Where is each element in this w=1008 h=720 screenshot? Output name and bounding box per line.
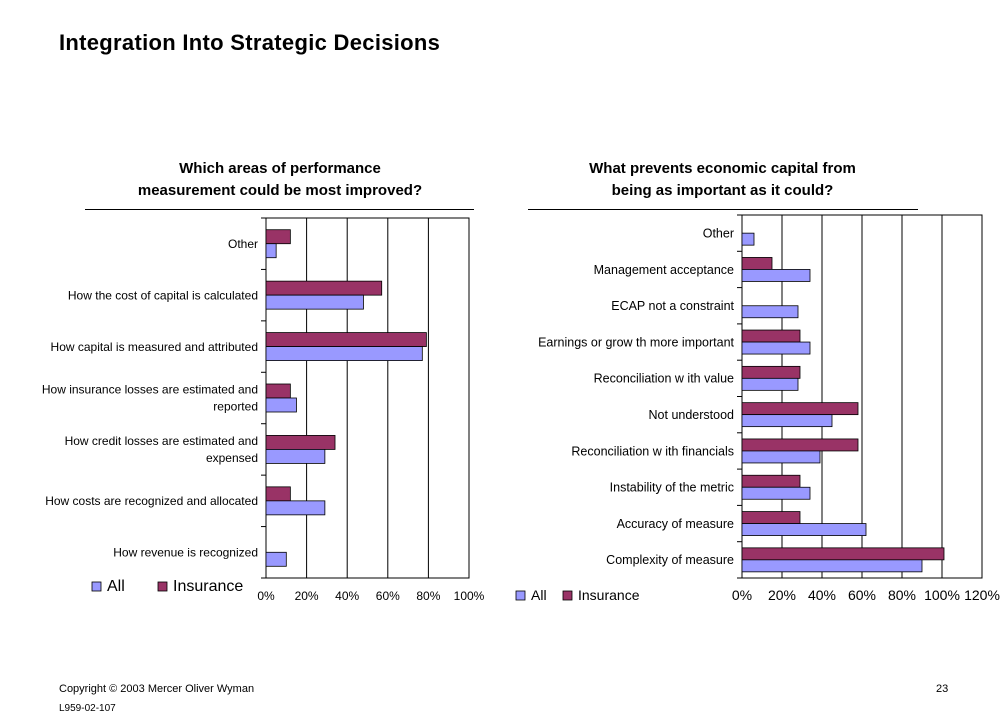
right-chart-category-label: Other bbox=[703, 227, 734, 241]
right-chart-bar-insurance bbox=[741, 474, 801, 488]
right-chart-x-tick-label: 120% bbox=[964, 587, 1000, 603]
left-chart-bar-insurance bbox=[265, 280, 383, 296]
right-chart-bar-all bbox=[741, 559, 923, 573]
right-chart-x-tick-label: 80% bbox=[888, 587, 916, 603]
right-chart-question: What prevents economic capital from bein… bbox=[500, 158, 945, 202]
right-chart-bar-all bbox=[741, 269, 811, 282]
left-chart-category-label: How costs are recognized and allocated bbox=[45, 494, 258, 508]
right-chart-bar-all bbox=[741, 414, 833, 428]
right-chart-legend-label-insurance: Insurance bbox=[578, 587, 640, 603]
right-chart-bar-all bbox=[741, 377, 799, 391]
right-chart-x-tick-label: 20% bbox=[768, 587, 796, 603]
right-chart-x-tick-label: 40% bbox=[808, 587, 836, 603]
right-chart-bar-all bbox=[741, 523, 867, 536]
right-chart-question-line-2: being as important as it could? bbox=[611, 182, 834, 199]
left-chart-bar-insurance bbox=[265, 383, 291, 399]
left-chart-bar-all bbox=[265, 449, 326, 464]
left-chart-question-line-2: measurement could be most improved? bbox=[137, 182, 423, 199]
right-chart-category-label: Instability of the metric bbox=[610, 481, 734, 495]
left-chart-category-label: Other bbox=[228, 237, 258, 251]
right-chart-category-label: Reconciliation w ith financials bbox=[571, 444, 734, 458]
right-chart-bar-all bbox=[741, 450, 821, 464]
right-chart-legend-swatch-all bbox=[515, 590, 526, 601]
right-chart-question-line-1: What prevents economic capital from bbox=[589, 160, 856, 177]
right-chart-bar-insurance bbox=[741, 511, 801, 524]
right-chart-category-label: Earnings or grow th more important bbox=[538, 335, 734, 349]
left-chart-title-rule bbox=[85, 209, 474, 210]
left-chart-category-label: How credit losses are estimated and bbox=[65, 434, 258, 448]
left-chart-bar-all bbox=[265, 243, 277, 259]
left-chart-category-label: How insurance losses are estimated and bbox=[42, 383, 258, 397]
left-chart-question-line-1: Which areas of performance bbox=[179, 160, 381, 177]
right-chart-legend-swatch-insurance bbox=[562, 590, 573, 601]
left-chart-bar-all bbox=[265, 346, 423, 361]
left-chart-legend-label-all: All bbox=[107, 578, 125, 595]
right-chart-title-rule bbox=[528, 209, 918, 210]
left-chart-x-tick-label: 40% bbox=[335, 589, 359, 603]
left-chart-bar-insurance bbox=[265, 332, 427, 347]
right-chart-bar-insurance bbox=[741, 365, 801, 379]
right-chart-x-tick-label: 60% bbox=[848, 587, 876, 603]
right-chart-bar-all bbox=[741, 486, 811, 500]
left-chart-bar-insurance bbox=[265, 435, 336, 450]
right-chart-category-label: Complexity of measure bbox=[606, 553, 734, 567]
right-chart-bar-insurance bbox=[741, 257, 773, 270]
left-chart-category-label: How revenue is recognized bbox=[113, 545, 258, 559]
page-number: 23 bbox=[936, 683, 949, 695]
right-chart-bar-all bbox=[741, 341, 811, 355]
left-chart-category-label: expensed bbox=[206, 451, 258, 465]
right-chart-category-label: Management acceptance bbox=[594, 263, 734, 277]
left-chart-question: Which areas of performance measurement c… bbox=[60, 158, 500, 202]
left-chart-x-tick-label: 0% bbox=[257, 589, 275, 603]
left-chart-bar-insurance bbox=[265, 229, 291, 245]
left-chart-bar-all bbox=[265, 500, 326, 516]
left-chart-x-tick-label: 80% bbox=[416, 589, 440, 603]
right-chart-bar-all bbox=[741, 305, 799, 319]
left-chart-x-tick-label: 20% bbox=[295, 589, 319, 603]
left-chart-bar-all bbox=[265, 551, 287, 567]
left-chart-bar-all bbox=[265, 294, 364, 310]
left-chart-category-label: How capital is measured and attributed bbox=[51, 340, 258, 354]
copyright: Copyright © 2003 Mercer Oliver Wyman bbox=[59, 683, 255, 695]
left-chart-bar-insurance bbox=[265, 486, 291, 502]
right-chart-category-label: ECAP not a constraint bbox=[611, 299, 734, 313]
right-chart-category-label: Not understood bbox=[649, 408, 735, 422]
left-chart-category-label: How the cost of capital is calculated bbox=[68, 288, 258, 302]
left-chart-x-tick-label: 100% bbox=[454, 589, 485, 603]
left-chart-category-label: reported bbox=[213, 400, 258, 414]
right-chart-bar-all bbox=[741, 232, 755, 246]
right-chart-bar-insurance bbox=[741, 329, 801, 343]
left-chart-legend-swatch-all bbox=[91, 581, 102, 592]
right-chart-bar-insurance bbox=[741, 402, 859, 416]
right-chart-category-label: Accuracy of measure bbox=[617, 517, 734, 531]
left-chart-x-tick-label: 60% bbox=[376, 589, 400, 603]
right-chart-legend-label-all: All bbox=[531, 587, 547, 603]
right-chart-bar-insurance bbox=[741, 438, 859, 452]
page-title: Integration Into Strategic Decisions bbox=[59, 30, 441, 55]
left-chart-bar-all bbox=[265, 397, 297, 413]
right-chart-category-label: Reconciliation w ith value bbox=[594, 372, 734, 386]
right-chart-x-tick-label: 0% bbox=[732, 587, 752, 603]
left-chart-legend-swatch-insurance bbox=[157, 581, 168, 592]
right-chart-bar-insurance bbox=[741, 547, 945, 561]
left-chart-legend-label-insurance: Insurance bbox=[173, 578, 243, 595]
document-code: L959-02-107 bbox=[59, 703, 116, 714]
right-chart-x-tick-label: 100% bbox=[924, 587, 960, 603]
